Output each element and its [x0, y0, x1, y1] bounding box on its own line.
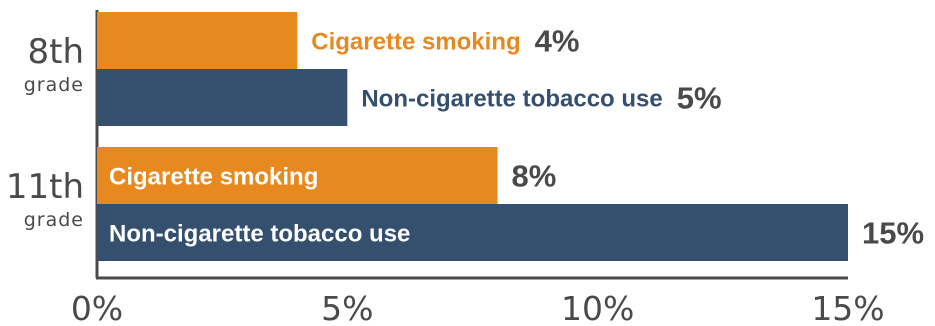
bar-series-label: Cigarette smoking [109, 164, 318, 191]
bar-series-label: Non-cigarette tobacco use [361, 86, 662, 113]
bar-series-label: Non-cigarette tobacco use [109, 221, 410, 248]
bar-series-label: Cigarette smoking [311, 29, 520, 56]
bar-0-0 [97, 12, 298, 69]
bar-0-1 [97, 69, 348, 126]
x-tick-labels: 0% 5% 10% 15% [71, 289, 885, 326]
bars-group: Cigarette smoking 4% Non-cigarette tobacco… [97, 12, 924, 261]
data-label: 4% [535, 24, 580, 59]
category-sublabel: grade [24, 209, 84, 231]
category-label: 11th [6, 167, 84, 207]
x-tick-label: 15% [811, 289, 884, 326]
x-tick-label: 10% [561, 289, 634, 326]
data-label: 15% [862, 216, 924, 251]
data-label: 5% [677, 81, 722, 116]
category-sublabel: grade [24, 74, 84, 96]
bar-1-0 [97, 147, 498, 204]
data-label: 8% [512, 159, 557, 194]
bar-1-1 [97, 204, 848, 261]
x-tick-label: 5% [321, 289, 373, 326]
category-label: 8th [27, 32, 84, 72]
x-tick-label: 0% [71, 289, 123, 326]
